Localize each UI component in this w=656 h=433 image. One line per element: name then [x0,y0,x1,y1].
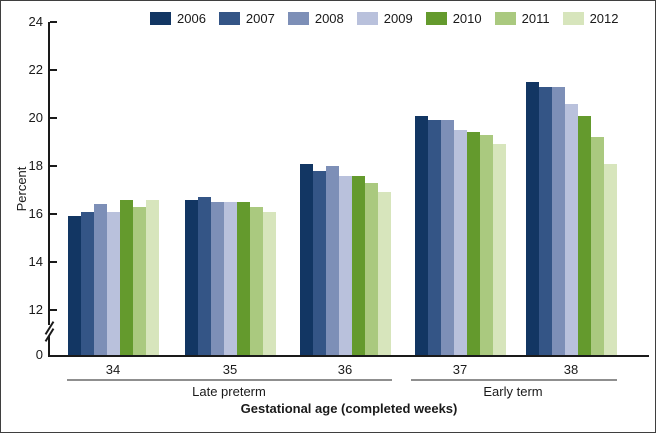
bar-week35-2007 [198,197,211,355]
group-label-early-term: Early term [483,384,543,399]
legend-swatch-icon [287,12,309,25]
legend-swatch-icon [356,12,378,25]
bar-week36-2012 [378,192,391,355]
legend-item-2011: 2011 [494,11,550,26]
bar-week36-2011 [365,182,378,355]
bar-week37-2009 [454,130,467,355]
bar-week36-2008 [326,166,339,355]
y-tick-mark [50,213,57,215]
legend: 2006 2007 2008 2009 2010 2011 2012 [150,11,619,26]
bar-week38-2012 [604,163,617,355]
bar-week34-2006 [68,216,81,355]
bar-week36-2007 [313,170,326,355]
bar-week38-2007 [539,86,552,355]
legend-swatch-icon [494,12,516,25]
bar-week36-2010 [352,175,365,355]
legend-label: 2007 [245,11,275,26]
bar-week37-2008 [441,120,454,355]
bar-week38-2010 [578,115,591,355]
legend-label: 2012 [589,11,619,26]
y-tick-label: 18 [28,158,43,173]
y-tick-mark [50,309,57,311]
x-tick-label-35: 35 [222,362,238,377]
bar-week35-2010 [237,202,250,355]
legend-item-2007: 2007 [218,11,275,26]
bar-week35-2012 [263,211,276,355]
legend-swatch-icon [562,12,584,25]
bar-week35-2009 [224,202,237,355]
bar-week38-2008 [552,86,565,355]
y-zero-tick-label: 0 [35,347,43,362]
x-axis-line [48,355,649,357]
legend-swatch-icon [425,12,447,25]
x-tick-label-38: 38 [563,362,579,377]
bar-week36-2006 [300,163,313,355]
legend-item-2009: 2009 [356,11,413,26]
bar-week37-2011 [480,134,493,355]
bar-week34-2010 [120,199,133,355]
bar-week35-2006 [185,199,198,355]
y-tick-label: 20 [28,110,43,125]
bar-week38-2009 [565,103,578,355]
x-tick-label-34: 34 [105,362,121,377]
bar-week37-2010 [467,132,480,355]
legend-item-2012: 2012 [562,11,619,26]
bar-week34-2008 [94,204,107,355]
y-tick-mark [50,21,57,23]
legend-label: 2008 [314,11,344,26]
early-term-bracket-line [411,379,617,381]
legend-item-2010: 2010 [425,11,482,26]
y-tick-label: 16 [28,206,43,221]
y-tick-mark [50,261,57,263]
y-tick-mark [50,117,57,119]
legend-swatch-icon [150,12,171,25]
y-tick-label: 12 [28,302,43,317]
legend-label: 2010 [452,11,482,26]
bar-week37-2006 [415,115,428,355]
y-tick-label: 14 [28,254,43,269]
x-tick-label-36: 36 [337,362,353,377]
late-preterm-bracket-line [67,379,392,381]
y-axis-line [48,22,50,357]
y-tick-label: 22 [28,62,43,77]
bar-week37-2012 [493,144,506,355]
legend-swatch-icon [218,12,240,25]
axis-break-gap [45,325,54,336]
bar-week37-2007 [428,120,441,355]
x-axis-title: Gestational age (completed weeks) [240,401,458,416]
y-tick-label: 24 [28,14,43,29]
bar-week38-2006 [526,82,539,355]
bar-week34-2012 [146,199,159,355]
bar-week36-2009 [339,175,352,355]
bar-week35-2008 [211,202,224,355]
legend-item-2006: 2006 [150,11,206,26]
legend-label: 2006 [177,11,206,26]
group-label-late-preterm: Late preterm [192,384,266,399]
bar-week34-2007 [81,211,94,355]
y-axis-title: Percent [14,166,29,212]
y-tick-mark [50,69,57,71]
y-tick-mark [50,165,57,167]
bar-week35-2011 [250,206,263,355]
legend-label: 2009 [383,11,413,26]
bar-week38-2011 [591,137,604,355]
legend-item-2008: 2008 [287,11,344,26]
bar-week34-2009 [107,211,120,355]
legend-label: 2011 [521,11,550,26]
bar-week34-2011 [133,206,146,355]
x-tick-label-37: 37 [452,362,468,377]
